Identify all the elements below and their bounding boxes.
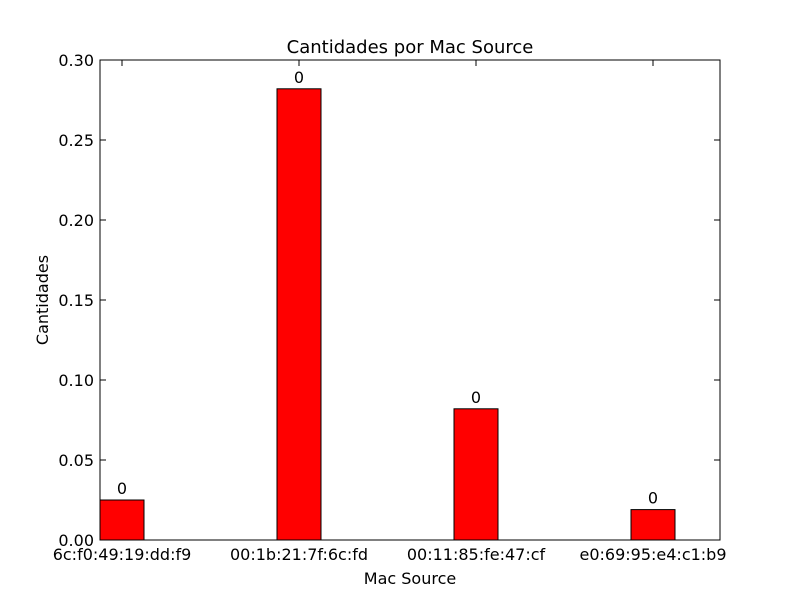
bar-4 [630, 509, 676, 541]
y-tick-label: 0.00 [58, 531, 94, 550]
x-axis-label: Mac Source [364, 569, 456, 588]
axis-ticks [100, 59, 720, 541]
bar-3 [453, 408, 499, 541]
chart-title: Cantidades por Mac Source [287, 37, 534, 58]
y-tick-label: 0.20 [58, 211, 94, 230]
bar-value-label: 0 [648, 489, 658, 508]
y-tick-label: 0.25 [58, 131, 94, 150]
x-tick-label: 00:1b:21:7f:6c:fd [230, 545, 368, 564]
y-tick-label: 0.15 [58, 291, 94, 310]
y-axis-label: Cantidades [33, 255, 52, 345]
bar-1 [99, 499, 145, 541]
y-tick-label: 0.30 [58, 51, 94, 70]
data-labels-group: 0 0 0 0 [117, 68, 658, 508]
x-tick-labels: 6c:f0:49:19:dd:f9 00:1b:21:7f:6c:fd 00:11:… [53, 545, 727, 564]
x-tick-label: 6c:f0:49:19:dd:f9 [53, 545, 192, 564]
plot-frame [99, 59, 721, 541]
y-tick-labels: 0.00 0.05 0.10 0.15 0.20 0.25 0.30 [58, 51, 94, 550]
y-tick-label: 0.05 [58, 451, 94, 470]
y-tick-label: 0.10 [58, 371, 94, 390]
bars-group [99, 88, 676, 541]
bar-2 [276, 88, 322, 541]
x-tick-label: 00:11:85:fe:47:cf [407, 545, 546, 564]
bar-value-label: 0 [471, 388, 481, 407]
x-tick-label: e0:69:95:e4:c1:b9 [579, 545, 726, 564]
bar-value-label: 0 [294, 68, 304, 87]
bar-value-label: 0 [117, 479, 127, 498]
